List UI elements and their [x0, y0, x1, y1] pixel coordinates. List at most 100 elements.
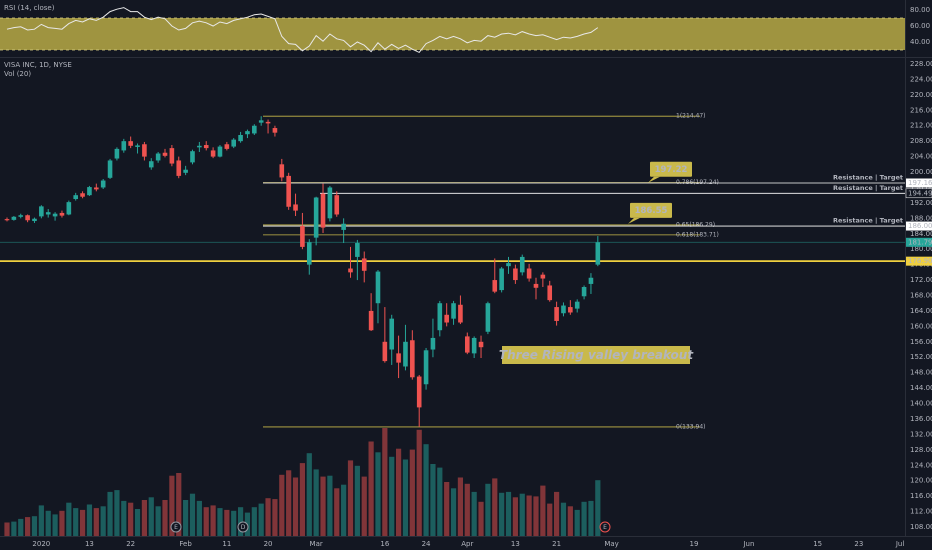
candle-body: [492, 280, 498, 292]
volume-bar: [286, 470, 292, 536]
candle-body: [568, 307, 573, 313]
candle-body: [258, 120, 264, 123]
volume-bar: [437, 467, 443, 536]
chart-title: VISA INC, 1D, NYSE: [4, 61, 72, 69]
candle-body: [547, 285, 553, 301]
volume-bar: [66, 502, 72, 536]
level-price-box: [906, 178, 932, 188]
candle-body: [574, 301, 580, 309]
volume-bar: [162, 500, 168, 536]
candle-body: [245, 131, 250, 135]
candle-body: [416, 376, 422, 408]
candle-body: [437, 303, 443, 331]
candle-body: [210, 150, 216, 157]
fib-label: 0.65(186.29): [676, 221, 715, 228]
candle-body: [348, 268, 353, 273]
candle-body: [595, 242, 601, 265]
volume-bar: [533, 496, 539, 536]
callout-pointer: [628, 217, 640, 224]
y-tick-label: 116.00: [910, 492, 932, 500]
volume-bar: [354, 465, 360, 536]
volume-bar: [134, 509, 141, 536]
candle-body: [135, 145, 140, 147]
candle-body: [554, 307, 559, 321]
volume-bar: [499, 492, 505, 536]
last-price: 181.79: [908, 238, 932, 246]
x-tick-label: 24: [422, 540, 431, 548]
candle-body: [355, 243, 360, 257]
candle-body: [231, 139, 237, 147]
candle-body: [197, 145, 202, 148]
candle-body: [506, 263, 511, 267]
event-label: E: [174, 524, 178, 531]
volume-bar: [595, 480, 601, 536]
candle-body: [87, 187, 92, 196]
x-tick-label: Apr: [461, 540, 473, 548]
volume-bar: [114, 490, 120, 536]
level-price-box: [905, 188, 932, 199]
volume-bar: [237, 507, 244, 536]
candle-body: [121, 141, 127, 151]
volume-bar: [567, 506, 573, 536]
candle-body: [11, 216, 17, 220]
volume-bar: [540, 485, 546, 536]
candle-body: [341, 223, 346, 230]
volume-bar: [148, 497, 154, 536]
y-tick-label: 228.00: [910, 60, 932, 68]
candle-body: [464, 336, 470, 353]
y-tick-label: 188.00: [910, 214, 932, 222]
x-tick-label: 22: [126, 540, 135, 548]
y-tick-label: 128.00: [910, 446, 932, 454]
y-tick-label: 204.00: [910, 153, 932, 161]
volume-bar: [4, 522, 10, 536]
volume-bar: [121, 500, 127, 536]
volume-bar: [444, 482, 450, 536]
candle-body: [45, 212, 51, 215]
candle-body: [176, 160, 182, 176]
x-tick-label: Feb: [179, 540, 192, 548]
candle-body: [252, 125, 257, 134]
volume-bar: [485, 483, 491, 536]
volume-bar: [45, 510, 51, 536]
x-tick-label: 19: [690, 540, 699, 548]
y-tick-label: 108.00: [910, 523, 932, 531]
candle-body: [306, 242, 312, 265]
volume-bar: [389, 456, 395, 536]
candle-body: [25, 215, 30, 221]
event-marker: [599, 521, 611, 533]
candle-body: [265, 121, 271, 124]
rsi-title: RSI (14, close): [4, 4, 55, 12]
annotation: Three Rising valley breakout: [499, 348, 694, 362]
level-price: 197.16: [908, 179, 932, 187]
candle-body: [403, 341, 408, 367]
volume-bar: [231, 510, 237, 536]
level-price: 186.00: [908, 222, 932, 230]
volume-bar: [368, 441, 374, 536]
callout-box: [630, 202, 672, 218]
level-price-box: [906, 221, 932, 231]
volume-bar: [560, 502, 567, 536]
callout-pointer: [648, 176, 660, 183]
candle-body: [4, 219, 10, 221]
volume-bar: [265, 498, 271, 536]
y-tick-label: 156.00: [910, 338, 932, 346]
volume-bar: [25, 517, 31, 536]
volume-bar: [450, 488, 457, 536]
candle-body: [581, 287, 587, 297]
candle-body: [73, 195, 78, 200]
y-tick-label: 160.00: [910, 322, 932, 330]
volume-bar: [574, 509, 580, 536]
y-tick-label: 120.00: [910, 477, 932, 485]
level-text: Resistance | Target: [833, 184, 903, 193]
x-tick-label: Jul: [895, 540, 905, 548]
volume-bar: [409, 449, 415, 536]
event-label: D: [241, 524, 246, 531]
x-tick-label: 23: [854, 540, 863, 548]
candle-body: [238, 134, 243, 142]
y-tick-label: 200.00: [910, 168, 932, 176]
volume-bar: [395, 448, 402, 536]
candle-body: [217, 146, 223, 157]
candle-body: [471, 337, 477, 354]
